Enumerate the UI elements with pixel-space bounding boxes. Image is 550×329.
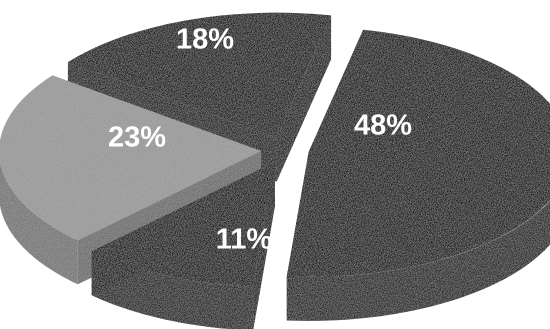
pie-slices <box>0 12 550 329</box>
data-label-2: 11% <box>216 224 273 256</box>
pie-slice-3-top <box>0 75 262 241</box>
pie-slice-2-top <box>91 162 275 287</box>
pie-slice-1-side <box>286 200 550 321</box>
data-label-1: 48% <box>354 110 412 142</box>
data-label-3: 23% <box>108 122 166 154</box>
data-label-4: 18% <box>176 24 234 56</box>
pie-labels: 48% 11% 23% 18% <box>108 24 412 256</box>
pie-slice-4-edge-2 <box>276 15 332 182</box>
pie-slice-4-top <box>67 12 332 138</box>
pie-slice-2 <box>91 162 275 329</box>
pie-slice-3-side <box>0 161 78 285</box>
pie-slice-1-top <box>286 29 550 277</box>
pie-slice-1 <box>286 29 550 321</box>
